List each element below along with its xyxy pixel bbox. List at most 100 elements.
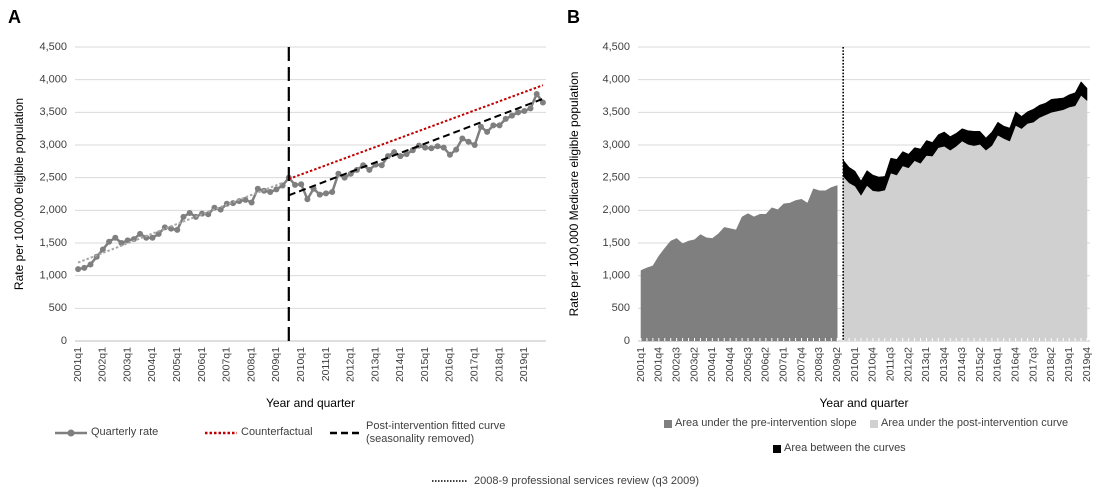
x-tick-label: 2001q1 [635, 347, 647, 382]
marker [106, 238, 113, 245]
marker [137, 230, 144, 237]
y-axis-title: Rate per 100,000 eligible population [12, 98, 26, 290]
marker [453, 146, 460, 153]
marker [118, 240, 125, 246]
marker [316, 191, 323, 198]
x-axis-title: Year and quarter [266, 396, 355, 410]
line [288, 97, 544, 197]
marker [508, 112, 515, 119]
x-tick-label: 2004q1 [706, 347, 718, 382]
x-tick-label: 2014q1 [394, 347, 406, 382]
x-tick-label: 2007q1 [221, 347, 233, 382]
x-tick-label: 2009q2 [831, 347, 843, 382]
marker [459, 135, 466, 142]
x-tick-label: 2011q3 [885, 347, 897, 381]
x-tick-label: 2015q2 [974, 347, 986, 382]
x-tick-label: 2001q1 [72, 347, 84, 382]
legend-swatch [773, 445, 781, 453]
y-tick-label: 0 [61, 335, 67, 347]
marker [484, 128, 491, 135]
line [77, 181, 283, 264]
marker [397, 153, 404, 160]
marker [527, 105, 534, 112]
x-tick-label: 2018q2 [1045, 347, 1057, 382]
y-tick-label: 0 [624, 335, 630, 347]
x-tick-label: 2002q3 [670, 347, 682, 382]
x-tick-label: 2007q1 [777, 347, 789, 382]
y-tick-label: 1,000 [602, 270, 630, 282]
y-tick-label: 2,500 [39, 172, 67, 184]
y-axis-title: Rate per 100,000 Medicare eligible popul… [567, 72, 581, 317]
y-tick-label: 3,500 [39, 106, 67, 118]
marker [533, 91, 540, 98]
legend-label: Quarterly rate [91, 426, 159, 438]
legend-label: Counterfactual [241, 426, 313, 438]
x-tick-label: 2009q1 [270, 347, 282, 382]
marker [434, 143, 441, 150]
y-tick-label: 500 [612, 302, 630, 314]
marker [446, 151, 453, 158]
x-tick-label: 2016q4 [1009, 347, 1021, 382]
y-tick-label: 3,000 [602, 139, 630, 151]
marker [186, 209, 193, 216]
legend-label: Post-intervention fitted curve (seasonal… [366, 420, 506, 445]
x-tick-label: 2017q3 [1027, 347, 1039, 382]
marker [155, 230, 162, 237]
y-tick-label: 4,500 [602, 41, 630, 53]
marker [521, 108, 528, 115]
marker [422, 144, 429, 151]
panel-label: B [567, 7, 580, 27]
marker [304, 196, 311, 203]
marker [403, 151, 410, 158]
x-tick-label: 2003q1 [121, 347, 133, 382]
marker [335, 170, 342, 177]
x-tick-label: 2016q1 [444, 347, 456, 382]
x-tick-label: 2010q4 [867, 347, 879, 382]
x-tick-label: 2019q1 [518, 347, 530, 382]
marker [502, 115, 509, 122]
x-tick-label: 2013q1 [920, 347, 932, 382]
marker [515, 109, 522, 116]
marker [341, 174, 348, 181]
y-tick-label: 2,000 [602, 204, 630, 216]
marker [539, 99, 546, 106]
marker [329, 189, 336, 196]
panel-label: A [8, 7, 21, 27]
y-tick-label: 1,500 [39, 237, 67, 249]
marker [490, 122, 497, 129]
marker [496, 122, 503, 129]
y-tick-label: 2,500 [602, 172, 630, 184]
x-tick-label: 2019q1 [1063, 347, 1075, 382]
line [288, 84, 544, 180]
marker [217, 206, 224, 213]
legend-marker [67, 429, 75, 437]
note: 2008-9 professional services review (q3 … [474, 475, 699, 487]
x-tick-label: 2010q1 [849, 347, 861, 382]
marker [254, 185, 261, 192]
x-tick-label: 2010q1 [295, 347, 307, 382]
x-tick-label: 2015q1 [419, 347, 431, 382]
marker [366, 166, 373, 173]
marker [205, 211, 212, 218]
y-tick-label: 2,000 [39, 204, 67, 216]
y-tick-label: 3,000 [39, 139, 67, 151]
legend-label: Area under the post-intervention curve [881, 417, 1069, 429]
legend-swatch [870, 420, 878, 428]
marker [440, 144, 447, 151]
x-tick-label: 2018q1 [493, 347, 505, 382]
x-tick-label: 2008q3 [813, 347, 825, 382]
x-axis-title: Year and quarter [820, 396, 909, 410]
x-tick-label: 2013q4 [938, 347, 950, 382]
y-tick-label: 4,000 [39, 74, 67, 86]
x-tick-label: 2002q1 [97, 347, 109, 382]
marker [149, 234, 156, 241]
marker [174, 226, 181, 233]
area [842, 81, 1088, 196]
marker [168, 225, 175, 232]
marker [180, 213, 187, 220]
x-tick-label: 2011q1 [320, 347, 332, 381]
marker [248, 199, 255, 206]
x-tick-label: 2001q4 [653, 347, 665, 382]
